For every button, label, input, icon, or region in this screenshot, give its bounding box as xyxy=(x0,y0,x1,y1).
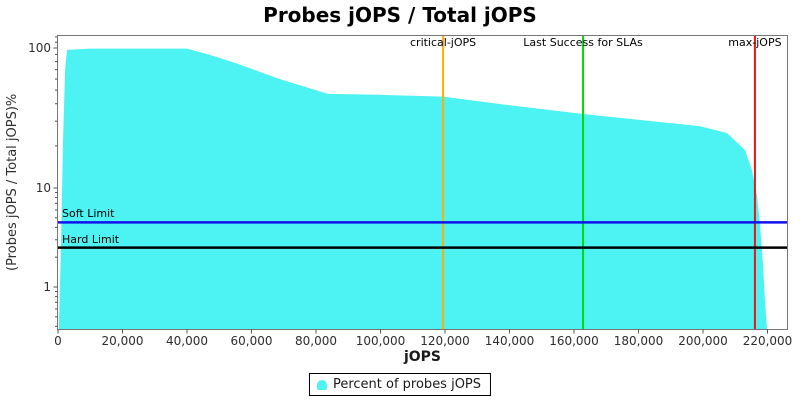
x-tick-label: 40,000 xyxy=(166,334,208,348)
marker-label-last-success-for-slas: Last Success for SLAs xyxy=(523,36,643,49)
y-tick-label: 100 xyxy=(28,41,51,55)
y-tick-label: 10 xyxy=(35,181,51,195)
x-tick-label: 0 xyxy=(54,334,62,348)
legend: Percent of probes jOPS xyxy=(308,373,492,396)
x-tick-label: 120,000 xyxy=(420,334,470,348)
chart-title: Probes jOPS / Total jOPS xyxy=(263,3,537,27)
x-tick-label: 20,000 xyxy=(101,334,144,348)
x-tick-label: 60,000 xyxy=(230,334,273,348)
x-tick-label: 200,000 xyxy=(678,334,728,348)
x-tick-label: 180,000 xyxy=(613,334,664,348)
x-tick-label: 100,000 xyxy=(355,334,406,348)
x-axis-title: jOPS xyxy=(403,349,442,365)
legend-label: Percent of probes jOPS xyxy=(332,377,482,392)
x-tick-label: 80,000 xyxy=(295,334,337,348)
marker-label-critical-jops: critical-jOPS xyxy=(409,36,477,49)
y-tick-label: 1 xyxy=(43,280,51,294)
x-tick-label: 160,000 xyxy=(549,334,599,348)
x-tick-label: 140,000 xyxy=(484,334,535,348)
area-series-marker xyxy=(316,379,327,390)
marker-label-soft-limit: Soft Limit xyxy=(62,207,115,221)
marker-label-max-jops: max-jOPS xyxy=(728,36,782,49)
x-tick-label: 220,000 xyxy=(742,334,793,348)
marker-label-hard-limit: Hard Limit xyxy=(62,232,120,246)
